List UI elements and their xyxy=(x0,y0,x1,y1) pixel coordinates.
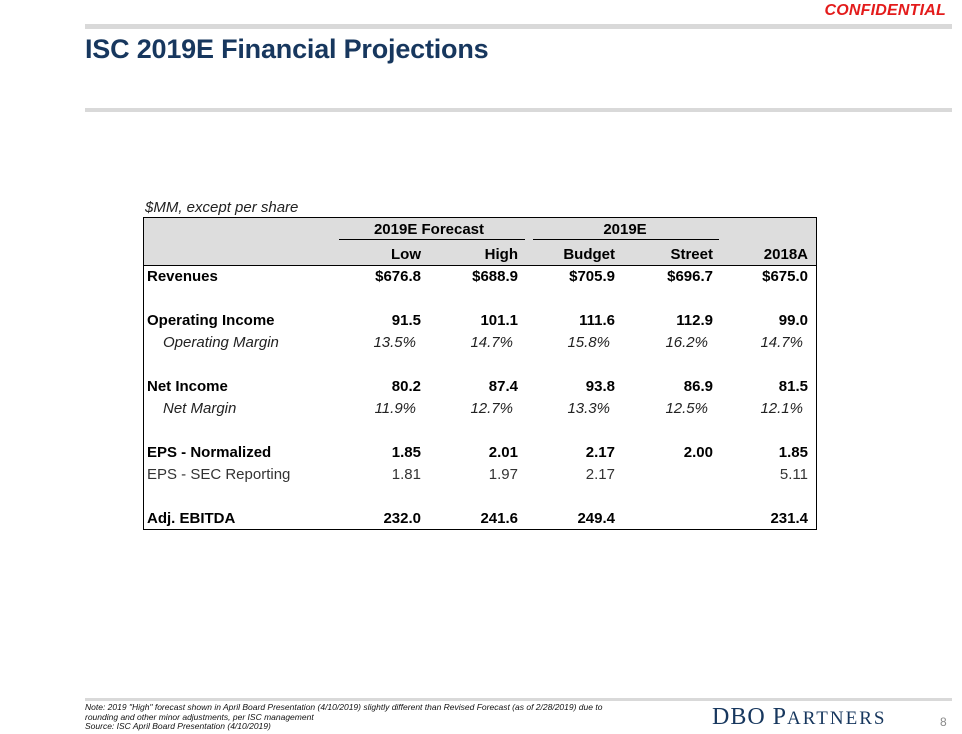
cell-2018a: $675.0 xyxy=(762,268,808,285)
cell-high: 1.97 xyxy=(488,466,518,483)
cell-budget: 93.8 xyxy=(585,378,615,395)
table-row-operating-margin: Operating Margin 13.5% 14.7% 15.8% 16.2%… xyxy=(144,334,816,356)
cell-budget: $705.9 xyxy=(569,268,615,285)
column-header-street: Street xyxy=(670,246,713,263)
cell-budget: 15.8% xyxy=(567,334,610,351)
financial-table: 2019E Forecast 2019E Low High Budget Str… xyxy=(143,217,817,530)
table-row-eps-sec-reporting: EPS - SEC Reporting 1.81 1.97 2.17 5.11 xyxy=(144,466,816,488)
dbo-partners-logo: DBO PARTNERS xyxy=(712,704,886,731)
table-row-revenues: Revenues $676.8 $688.9 $705.9 $696.7 $67… xyxy=(144,268,816,290)
cell-high: 2.01 xyxy=(488,444,518,461)
row-label: Operating Margin xyxy=(163,334,279,351)
cell-budget: 13.3% xyxy=(567,400,610,417)
row-label: Operating Income xyxy=(147,312,275,329)
footer-rule xyxy=(85,698,952,701)
row-label: Net Margin xyxy=(163,400,237,417)
table-header: 2019E Forecast 2019E Low High Budget Str… xyxy=(144,218,816,266)
page-title: ISC 2019E Financial Projections xyxy=(85,34,489,64)
cell-low: 11.9% xyxy=(374,400,416,417)
row-label: EPS - SEC Reporting xyxy=(147,466,291,483)
table-row-operating-income: Operating Income 91.5 101.1 111.6 112.9 … xyxy=(144,312,816,334)
logo-rest: ARTNERS xyxy=(787,708,887,729)
cell-2018a: 81.5 xyxy=(778,378,808,395)
cell-high: 12.7% xyxy=(470,400,513,417)
cell-low: 1.81 xyxy=(391,466,421,483)
units-label: $MM, except per share xyxy=(145,199,299,216)
cell-street: 2.00 xyxy=(683,444,713,461)
cell-street: 86.9 xyxy=(683,378,713,395)
cell-budget: 2.17 xyxy=(585,466,615,483)
title-rule xyxy=(85,108,952,112)
logo-initials: DBO xyxy=(712,704,766,730)
cell-2018a: 1.85 xyxy=(778,444,808,461)
cell-low: $676.8 xyxy=(375,268,421,285)
cell-low: 232.0 xyxy=(383,510,421,527)
cell-high: $688.9 xyxy=(472,268,518,285)
cell-budget: 111.6 xyxy=(579,312,615,329)
cell-low: 80.2 xyxy=(391,378,421,395)
table-row-net-margin: Net Margin 11.9% 12.7% 13.3% 12.5% 12.1% xyxy=(144,400,816,422)
group-underline-forecast xyxy=(339,239,525,240)
row-label: EPS - Normalized xyxy=(147,444,272,461)
group-header-2019e: 2019E xyxy=(603,221,647,238)
page-number: 8 xyxy=(940,715,947,729)
column-header-high: High xyxy=(484,246,518,263)
cell-2018a: 12.1% xyxy=(760,400,803,417)
cell-budget: 2.17 xyxy=(585,444,615,461)
footnote-line-1: Note: 2019 "High" forecast shown in Apri… xyxy=(85,702,603,712)
cell-2018a: 14.7% xyxy=(760,334,803,351)
cell-high: 101.1 xyxy=(480,312,518,329)
cell-street: 12.5% xyxy=(665,400,708,417)
column-header-budget: Budget xyxy=(563,246,615,263)
row-label: Adj. EBITDA xyxy=(147,510,236,527)
source-note: Source: ISC April Board Presentation (4/… xyxy=(85,721,271,731)
cell-high: 14.7% xyxy=(470,334,513,351)
column-header-2018a: 2018A xyxy=(763,246,808,263)
footnote: Note: 2019 "High" forecast shown in Apri… xyxy=(85,702,705,732)
cell-2018a: 231.4 xyxy=(770,510,808,527)
logo-p: P xyxy=(772,704,788,730)
footnote-line-2: rounding and other minor adjustments, pe… xyxy=(85,711,314,722)
row-label: Net Income xyxy=(147,378,228,395)
column-header-low: Low xyxy=(391,246,421,263)
table-row-net-income: Net Income 80.2 87.4 93.8 86.9 81.5 xyxy=(144,378,816,400)
group-underline-2019e xyxy=(533,239,719,240)
cell-low: 91.5 xyxy=(391,312,421,329)
confidential-label: CONFIDENTIAL xyxy=(824,2,946,19)
cell-2018a: 99.0 xyxy=(778,312,808,329)
row-label: Revenues xyxy=(147,268,218,285)
cell-street: 112.9 xyxy=(676,312,713,329)
table-row-adj-ebitda: Adj. EBITDA 232.0 241.6 249.4 231.4 xyxy=(144,510,816,532)
cell-low: 1.85 xyxy=(391,444,421,461)
cell-low: 13.5% xyxy=(373,334,416,351)
cell-street: 16.2% xyxy=(665,334,708,351)
table-row-eps-normalized: EPS - Normalized 1.85 2.01 2.17 2.00 1.8… xyxy=(144,444,816,466)
cell-high: 87.4 xyxy=(488,378,518,395)
cell-2018a: 5.11 xyxy=(779,466,808,483)
cell-budget: 249.4 xyxy=(577,510,615,527)
cell-high: 241.6 xyxy=(480,510,518,527)
top-rule xyxy=(85,24,952,29)
group-header-forecast: 2019E Forecast xyxy=(373,221,485,238)
cell-street: $696.7 xyxy=(667,268,713,285)
